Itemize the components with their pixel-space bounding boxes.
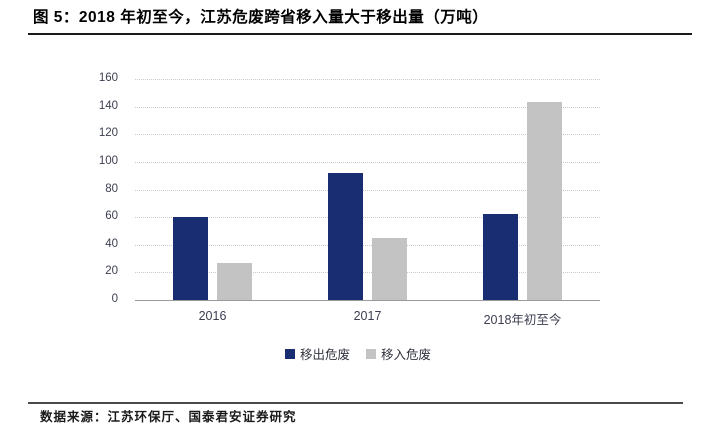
legend-item-移入危废: 移入危废 bbox=[366, 344, 431, 363]
gridline bbox=[135, 134, 600, 136]
bar-chart-plot-area: 0 20 40 60 80 100 120 140 160 2016 2017 2018年初至今 bbox=[99, 72, 600, 327]
x-axis-category-label: 2018年初至今 bbox=[483, 313, 562, 327]
bar-移入危废-2018年初至今 bbox=[527, 102, 562, 300]
y-axis-tick-label: 140 bbox=[98, 99, 118, 112]
gridline bbox=[135, 79, 600, 80]
legend-label: 移出危废 bbox=[299, 348, 350, 362]
x-axis-line bbox=[135, 300, 600, 301]
gridline bbox=[135, 272, 600, 274]
y-axis-tick-label: 160 bbox=[98, 72, 118, 84]
gridline bbox=[135, 106, 600, 108]
gridline bbox=[135, 217, 600, 219]
legend-item-移出危废: 移出危废 bbox=[284, 344, 350, 363]
y-axis-tick-label: 20 bbox=[105, 265, 118, 278]
data-source-note: 数据来源：江苏环保厅、国泰君安证券研究 bbox=[40, 410, 297, 424]
bar-移入危废-2017 bbox=[372, 237, 407, 300]
y-axis-tick-label: 60 bbox=[105, 210, 118, 223]
title-divider bbox=[28, 33, 692, 35]
y-axis-tick-label: 0 bbox=[111, 293, 118, 305]
bar-移出危废-2017 bbox=[328, 172, 363, 300]
gridline bbox=[135, 244, 600, 246]
footer-divider bbox=[28, 402, 683, 404]
y-axis-tick-label: 80 bbox=[105, 182, 118, 195]
bar-移出危废-2016 bbox=[173, 217, 208, 300]
legend-swatch-icon bbox=[284, 348, 295, 359]
chart-legend: 移出危废 移入危废 bbox=[0, 344, 716, 363]
x-axis-category-label: 2016 bbox=[198, 309, 227, 323]
x-axis-category-label: 2017 bbox=[353, 309, 382, 323]
y-axis-tick-label: 120 bbox=[98, 127, 118, 140]
gridline bbox=[135, 161, 600, 163]
y-axis-tick-label: 100 bbox=[98, 154, 118, 167]
y-axis-tick-label: 40 bbox=[105, 237, 118, 250]
bar-移入危废-2016 bbox=[217, 262, 252, 300]
figure-title: 图 5：2018 年初至今，江苏危废跨省移入量大于移出量（万吨） bbox=[33, 9, 489, 26]
bar-移出危废-2018年初至今 bbox=[483, 214, 518, 300]
legend-label: 移入危废 bbox=[381, 348, 432, 362]
legend-swatch-icon bbox=[366, 348, 376, 359]
gridline bbox=[135, 189, 600, 191]
